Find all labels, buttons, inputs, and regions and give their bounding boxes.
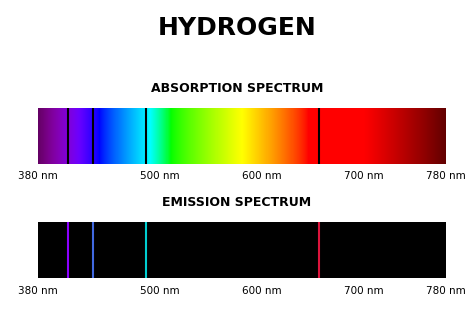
Text: ABSORPTION SPECTRUM: ABSORPTION SPECTRUM	[151, 82, 323, 95]
Text: EMISSION SPECTRUM: EMISSION SPECTRUM	[163, 196, 311, 209]
Text: HYDROGEN: HYDROGEN	[158, 16, 316, 40]
